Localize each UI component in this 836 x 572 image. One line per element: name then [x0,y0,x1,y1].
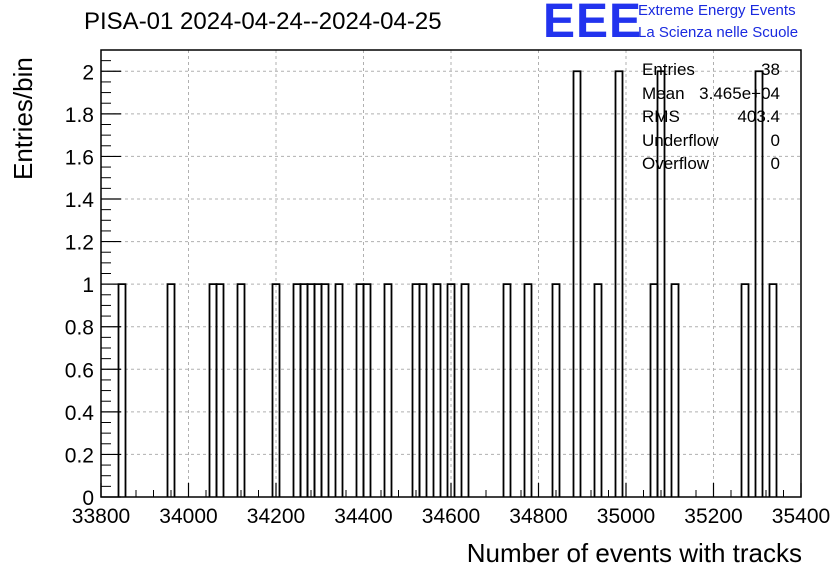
y-tick-label: 2 [82,61,94,84]
x-tick-label: 35400 [772,505,830,528]
histogram-bin [355,283,365,497]
x-tick-label: 34000 [159,505,217,528]
x-tick-label: 33800 [72,505,130,528]
stats-value: 38 [761,60,780,79]
histogram-bin [754,70,764,497]
histogram-bin [411,283,421,497]
stats-label: RMS [642,107,680,126]
histogram-bin [320,283,330,497]
y-tick-label: 1.8 [65,104,94,127]
histogram-bin [740,283,750,497]
stats-value: 403.4 [737,107,780,126]
stats-row-mean: Mean 3.465e+04 [642,84,780,108]
stats-box: Entries 38 Mean 3.465e+04 RMS 403.4 Unde… [642,60,780,178]
histogram-bin [551,283,561,497]
histogram-bin [299,283,309,497]
histogram-bin [656,70,666,497]
y-tick-label: 0.8 [65,317,94,340]
stats-value: 0 [770,130,780,150]
histogram-bin [383,283,393,497]
stats-row-overflow: Overflow 0 [642,154,780,178]
histogram-bin [215,283,225,497]
tick-labels: 33800 34000 34200 34400 34600 34800 35000 35200… [65,61,830,528]
histogram-bars [117,70,778,497]
stats-row-rms: RMS 403.4 [642,107,780,131]
logo-line-2: La Scienza nelle Scuole [638,24,799,41]
x-tick-label: 34200 [247,505,305,528]
histogram-bin [460,283,470,497]
stats-row-entries: Entries 38 [642,60,780,84]
histogram-bin [208,283,218,497]
y-tick-label: 0.4 [65,402,95,425]
histogram-bin [614,70,624,497]
y-tick-label: 0.6 [65,359,94,382]
histogram-bin [292,283,302,497]
histogram-bin [166,283,176,497]
histogram-bin [306,283,316,497]
x-tick-label: 34400 [334,505,392,528]
eee-logo: EEE Extreme Energy Events La Scienza nel… [543,0,833,48]
histogram-bin [523,283,533,497]
histogram-bin [572,70,582,497]
stats-label: Entries [642,60,695,79]
histogram-bin [670,283,680,497]
y-tick-label: 1.6 [65,146,94,169]
stats-value: 3.465e+04 [699,83,780,103]
axis-ticks [100,49,802,498]
y-tick-label: 1.2 [65,232,94,255]
histogram-bin [334,283,344,497]
logo-mark: EEE [543,0,643,48]
histogram-bin [362,283,372,497]
histogram-bin [117,283,127,497]
histogram-bin [313,283,323,497]
histogram-bin [432,283,442,497]
stats-label: Overflow [642,154,710,173]
y-tick-label: 1 [82,274,94,297]
y-tick-label: 0 [82,487,94,510]
histogram-bin [593,283,603,497]
y-tick-label: 1.4 [65,189,95,212]
chart-title: PISA-01 2024-04-24--2024-04-25 [84,8,442,35]
histogram-bin [418,283,428,497]
y-tick-label: 0.2 [65,444,94,467]
stats-label: Underflow [642,130,719,150]
stats-label: Mean [642,83,685,103]
histogram-bin [768,283,778,497]
x-tick-label: 35000 [597,505,655,528]
histogram-bin [236,283,246,497]
x-axis-label: Number of events with tracks [467,538,802,568]
x-tick-label: 34600 [422,505,480,528]
histogram-bin [649,283,659,497]
x-tick-label: 35200 [684,505,742,528]
histogram-bin [502,283,512,497]
histogram-bin [446,283,456,497]
histogram-bin [271,283,281,497]
logo-line-1: Extreme Energy Events [638,2,796,19]
stats-value: 0 [770,154,780,173]
x-tick-label: 34800 [509,505,567,528]
y-axis-label: Entries/bin [8,57,38,180]
stats-row-underflow: Underflow 0 [642,131,780,155]
